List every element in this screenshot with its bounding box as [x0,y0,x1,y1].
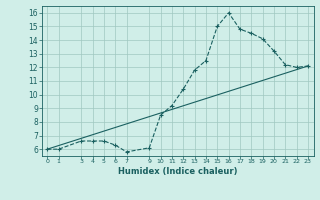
X-axis label: Humidex (Indice chaleur): Humidex (Indice chaleur) [118,167,237,176]
